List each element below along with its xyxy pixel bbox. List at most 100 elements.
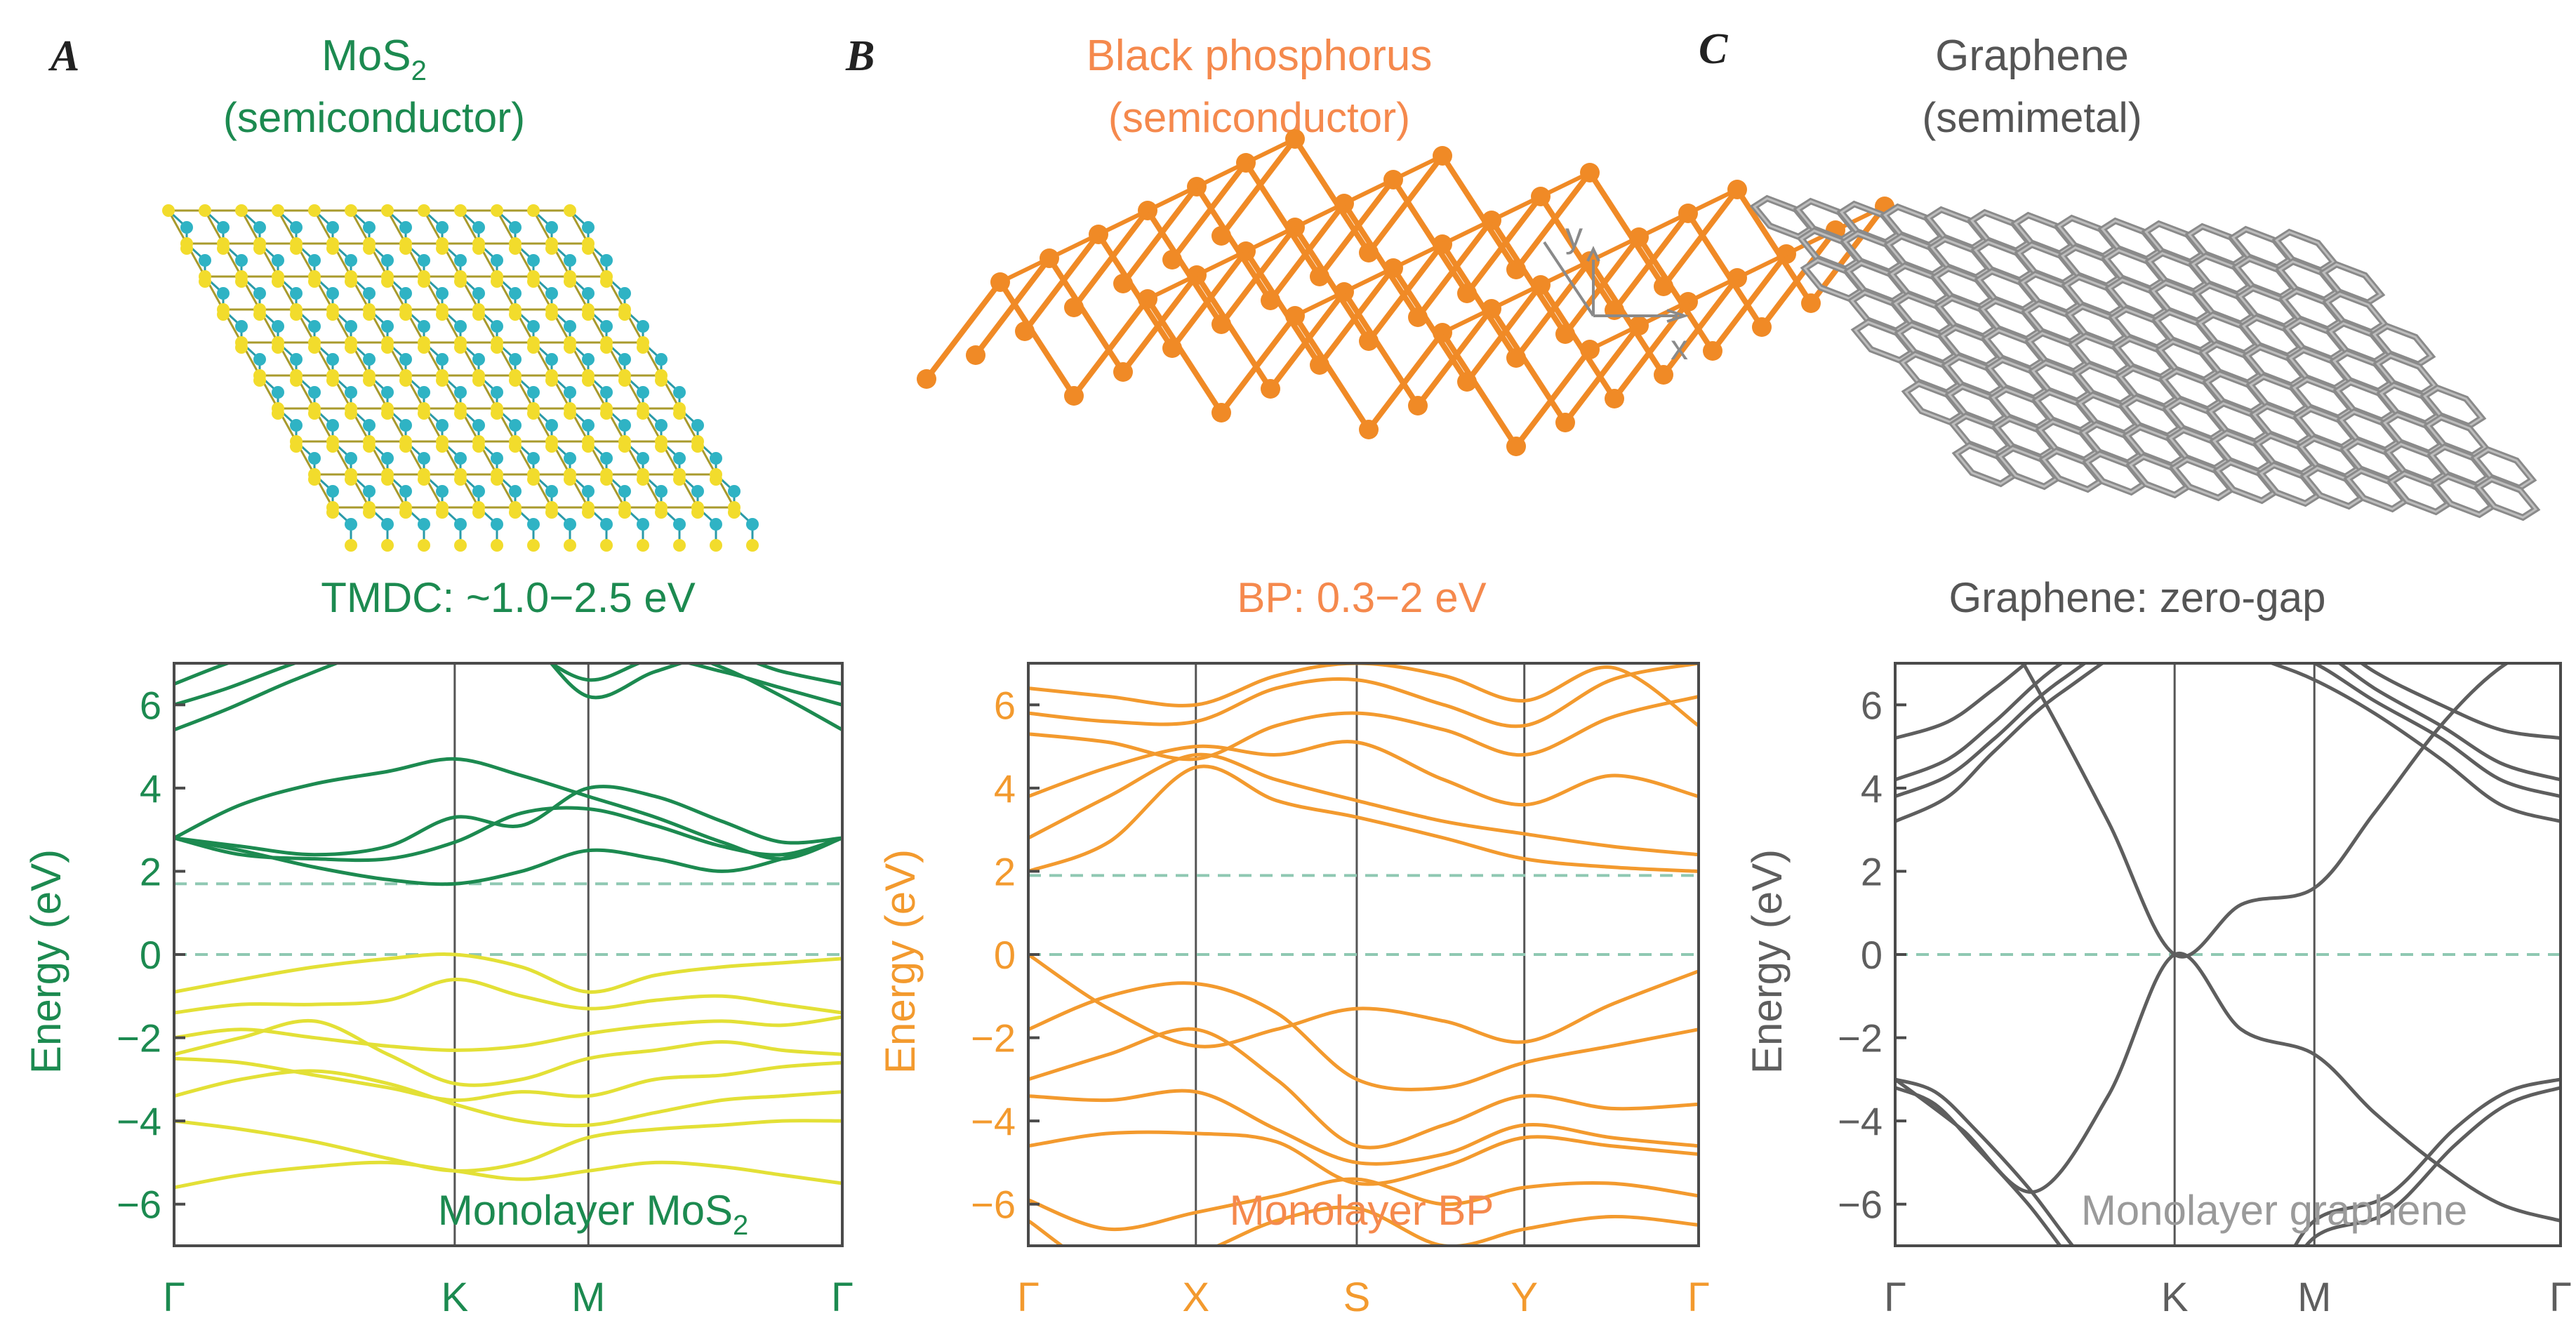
mo-atom [272, 254, 284, 267]
panel-letter-a: A [48, 32, 79, 80]
s-atom [618, 435, 631, 448]
panel-a-title: MoS2 [321, 32, 427, 86]
band-line-c3 [174, 757, 842, 861]
plot-caption: Monolayer MoS2 [438, 1187, 748, 1241]
s-atom [710, 468, 722, 481]
s-atom [564, 204, 576, 217]
panel-c-title: Graphene [1935, 32, 2129, 80]
s-atom [600, 336, 613, 349]
s-atom [363, 303, 376, 316]
s-atom [564, 468, 576, 481]
s-atom [582, 435, 595, 448]
mo-atom [472, 221, 485, 234]
s-atom [582, 501, 595, 514]
kpoint-label: Γ [1017, 1275, 1040, 1320]
y-axis-label: Energy (eV) [22, 849, 69, 1074]
y-tick-label: 0 [140, 933, 161, 977]
mo-atom [491, 386, 503, 399]
panel-c: C Graphene (semimetal) Graphene: zero-ga… [1699, 25, 2572, 1320]
p-atom [1506, 348, 1526, 368]
p-atom [1064, 386, 1084, 406]
s-atom [618, 369, 631, 382]
y-tick-label: −2 [117, 1016, 161, 1060]
s-atom [618, 501, 631, 514]
plot-frame [173, 662, 844, 1247]
s-atom [491, 270, 503, 283]
s-atom [381, 336, 394, 349]
s-atom [253, 303, 266, 316]
p-atom [1408, 307, 1428, 327]
mo-atom [454, 254, 467, 267]
mo-atom [545, 485, 558, 498]
band-line-v7 [174, 1119, 842, 1173]
s-atom [418, 336, 430, 349]
mo-atom [472, 287, 485, 300]
panel-letter-c: C [1699, 25, 1728, 73]
band-line-v4 [174, 1018, 842, 1087]
mo-atom [618, 353, 631, 366]
s-atom [308, 402, 321, 415]
mo-atom [418, 386, 430, 399]
s-atom [363, 435, 376, 448]
kpoint-label: Γ [2549, 1275, 2572, 1320]
p-atom [1506, 437, 1526, 456]
y-tick-label: −2 [1838, 1016, 1883, 1060]
p-atom [1162, 250, 1182, 270]
mo-atom [491, 254, 503, 267]
s-atom [345, 336, 357, 349]
s-atom [308, 204, 321, 217]
s-atom [345, 270, 357, 283]
s-atom [399, 369, 412, 382]
p-atom [1654, 365, 1673, 385]
mo-atom [363, 353, 376, 366]
s-atom [253, 369, 266, 382]
mo-atom [272, 386, 284, 399]
mo-atom [637, 452, 649, 465]
s-atom [673, 402, 686, 415]
y-axis-label: Energy (eV) [1744, 849, 1791, 1074]
mo-atom [491, 452, 503, 465]
s-atom [381, 204, 394, 217]
mo-atom [235, 320, 248, 333]
mo-atom [710, 518, 722, 531]
panel-b-title: Black phosphorus [1087, 32, 1433, 80]
s-atom [564, 539, 576, 552]
s-atom [235, 204, 248, 217]
mo-atom [564, 254, 576, 267]
mos2-lattice-icon [162, 204, 759, 552]
mo-atom [454, 320, 467, 333]
mo-atom [253, 221, 266, 234]
s-atom [363, 501, 376, 514]
s-atom [454, 539, 467, 552]
mo-atom [199, 254, 211, 267]
p-atom [1555, 324, 1575, 344]
kpoint-label: Γ [163, 1275, 185, 1320]
panel-a-title-sub: 2 [411, 55, 427, 86]
p-atom [1580, 163, 1600, 182]
band-line-c4 [1028, 694, 1699, 762]
axis-arrows-icon: y x [1543, 215, 1689, 367]
mo-atom [618, 485, 631, 498]
band-line-sigma_c2 [1895, 663, 2561, 782]
kpoint-label: Γ [1884, 1275, 1906, 1320]
mo-atom [363, 485, 376, 498]
band-line-c7 [174, 663, 842, 700]
kpoint-label: X [1182, 1275, 1209, 1320]
mo-atom [399, 221, 412, 234]
mo-atom [399, 353, 412, 366]
mo-atom [381, 452, 394, 465]
mo-atom [217, 287, 230, 300]
y-tick-label: 4 [994, 766, 1016, 811]
band-line-pi [1895, 951, 2561, 1223]
p-atom [1605, 389, 1624, 408]
mo-atom [618, 419, 631, 432]
p-atom [1359, 420, 1379, 439]
mo-atom [326, 287, 339, 300]
s-atom [326, 435, 339, 448]
mo-atom [673, 452, 686, 465]
panel-a: A MoS2 (semiconductor) TMDC: ~1.0−2.5 eV… [22, 32, 854, 1320]
mo-atom [436, 419, 449, 432]
mo-atom [290, 353, 303, 366]
y-tick-label: 6 [1861, 683, 1883, 727]
mo-atom [545, 419, 558, 432]
